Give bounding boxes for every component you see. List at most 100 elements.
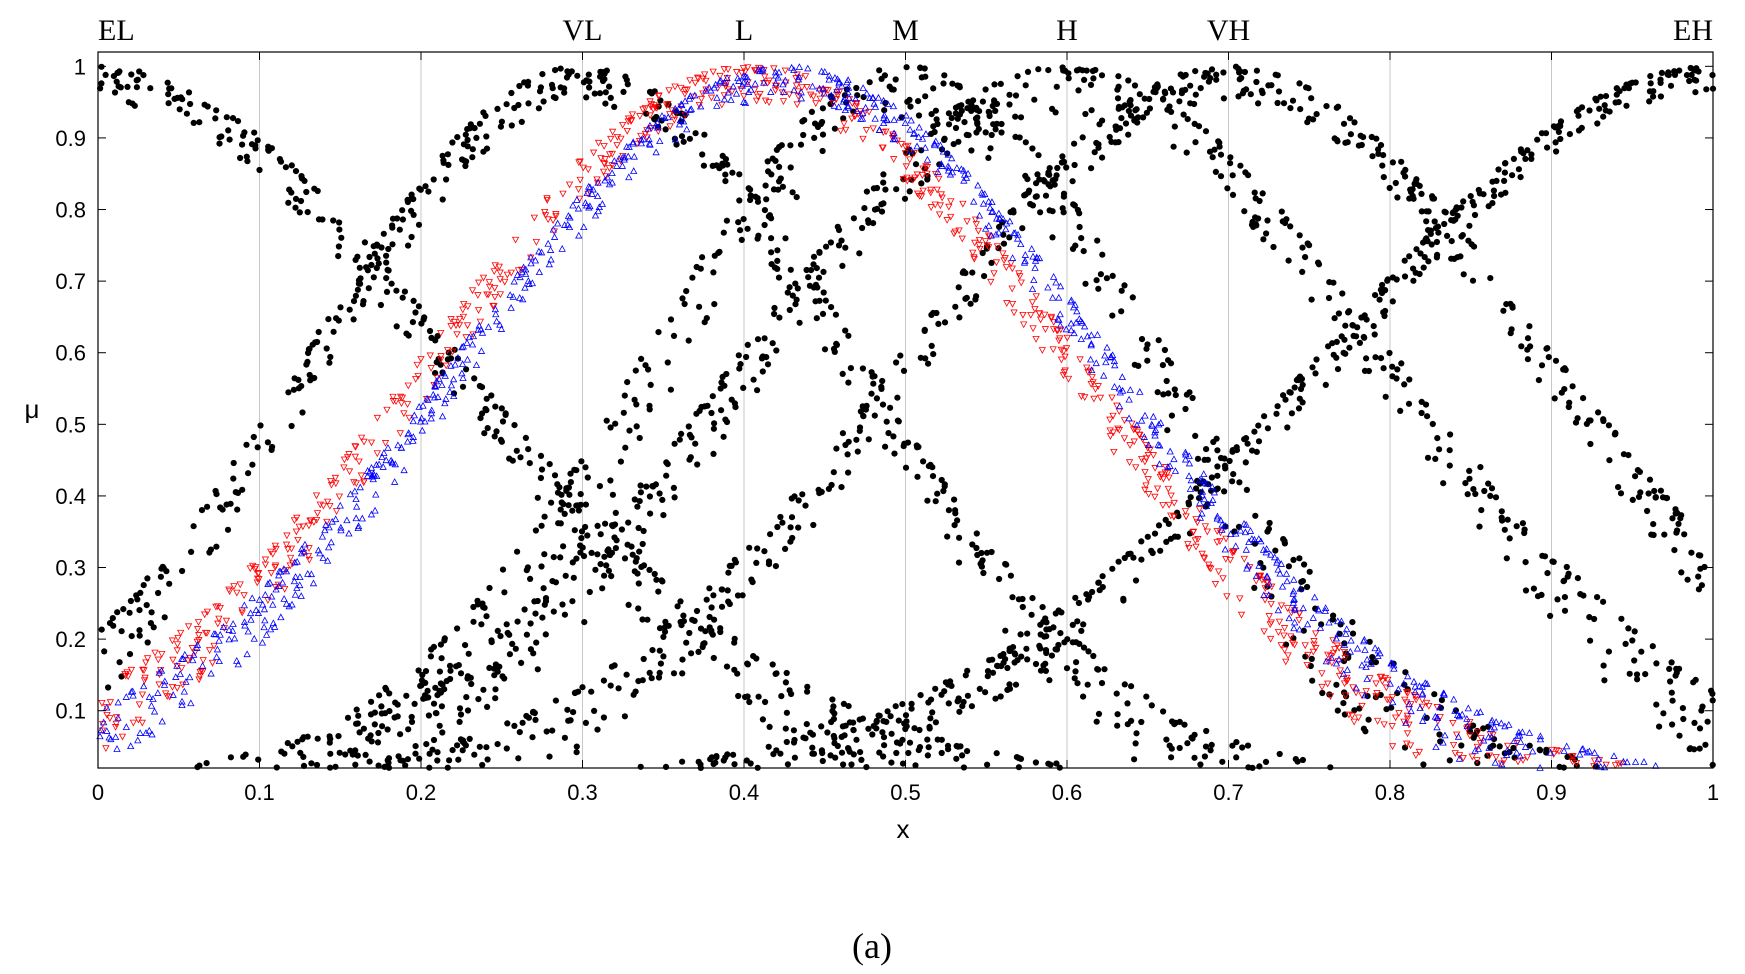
data-point [912,161,920,168]
data-point [1260,564,1267,571]
data-point [720,229,727,236]
data-point [631,396,638,403]
data-point [710,654,717,662]
data-point [1280,646,1289,654]
data-point [1251,189,1258,196]
data-point [594,207,602,215]
data-point [585,182,593,190]
data-point [929,473,937,480]
data-point [546,753,553,760]
data-point [1196,514,1205,521]
data-point [901,119,910,127]
data-point [496,320,504,328]
data-point [1398,360,1405,367]
data-point [1403,712,1412,720]
data-point [622,444,629,451]
data-point [190,119,197,126]
data-point [1090,652,1097,660]
data-point [254,444,261,451]
data-point [584,474,591,481]
data-point [865,436,872,443]
data-point [1676,665,1683,672]
data-point [506,651,513,658]
data-point [1661,531,1668,538]
data-point [746,544,753,551]
data-point [603,173,612,181]
data-point [282,567,291,575]
data-point [1185,472,1193,480]
data-point [623,671,630,678]
data-point [404,430,412,438]
data-point [1019,311,1027,319]
data-point [629,138,637,146]
data-point [1600,598,1607,605]
data-point [114,609,121,616]
data-point [138,691,147,699]
data-point [1622,84,1629,91]
data-point [1521,743,1530,750]
data-point [470,618,477,625]
data-point [1244,742,1252,749]
data-point [1152,89,1159,96]
data-point [1093,139,1100,147]
data-point [1296,584,1304,592]
data-point [1203,528,1212,536]
data-point [1249,447,1256,454]
data-point [352,292,359,299]
data-point [403,692,410,699]
data-point [941,483,948,490]
data-point [569,598,576,605]
data-point [1096,587,1103,594]
data-point [399,207,406,214]
data-point [899,701,906,708]
data-point [1472,490,1479,498]
data-point [1521,526,1528,533]
data-point [1079,134,1086,141]
data-point [307,570,316,578]
data-point [1274,606,1282,614]
data-point [300,753,307,761]
data-point [871,103,880,110]
data-point [525,100,532,107]
data-point [651,570,658,578]
data-point [563,485,570,492]
data-point [1623,758,1631,766]
data-point [1436,731,1443,738]
data-point [1390,664,1398,672]
data-point [354,524,362,532]
data-point [783,669,790,677]
data-point [725,86,733,94]
data-point [442,362,450,370]
data-point [993,243,1002,251]
data-point [670,116,679,124]
data-point [519,719,526,726]
data-point [1522,559,1529,566]
data-point [1259,546,1268,553]
data-point [285,199,292,206]
data-point [1480,725,1487,732]
data-point [1469,198,1476,205]
data-point [1167,512,1175,520]
data-point [491,293,499,301]
data-point [441,399,449,407]
data-point [594,522,601,530]
data-point [1330,279,1337,286]
data-point [538,522,545,529]
data-point [686,92,695,99]
data-point [680,138,687,145]
data-point [476,318,485,326]
data-point [879,119,888,127]
data-point [771,264,779,271]
data-point [845,94,853,102]
data-point [552,579,560,586]
data-point [1138,336,1146,343]
data-point [1057,356,1066,364]
data-point [303,361,310,368]
data-point [975,211,984,219]
data-point [756,67,764,75]
data-point [429,746,436,753]
data-point [709,631,716,638]
data-point [372,490,380,498]
data-point [374,739,382,746]
